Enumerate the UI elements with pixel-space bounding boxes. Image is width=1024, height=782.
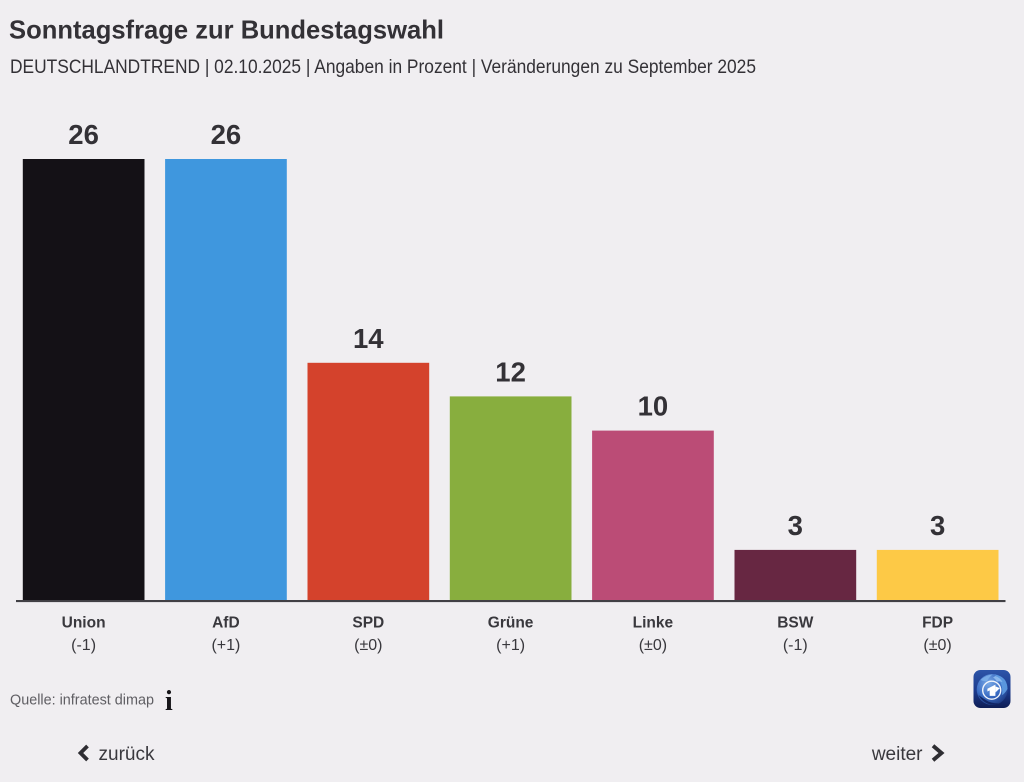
svg-text:(-1): (-1) xyxy=(783,637,808,654)
svg-text:(+1): (+1) xyxy=(496,637,525,654)
svg-text:SPD: SPD xyxy=(352,615,384,632)
svg-text:Quelle: infratest dimap: Quelle: infratest dimap xyxy=(10,693,154,709)
svg-text:(+1): (+1) xyxy=(211,637,240,654)
svg-text:AfD: AfD xyxy=(212,615,240,632)
svg-text:(±0): (±0) xyxy=(354,637,382,654)
svg-text:Linke: Linke xyxy=(633,615,674,632)
svg-text:14: 14 xyxy=(353,323,384,354)
svg-text:DEUTSCHLANDTREND | 02.10.2025: DEUTSCHLANDTREND | 02.10.2025 | Angaben … xyxy=(10,57,756,78)
svg-text:zurück: zurück xyxy=(99,744,155,765)
svg-text:Grüne: Grüne xyxy=(488,615,534,632)
svg-text:3: 3 xyxy=(930,510,945,541)
svg-text:(±0): (±0) xyxy=(923,637,951,654)
svg-text:BSW: BSW xyxy=(777,615,814,632)
svg-text:Sonntagsfrage zur Bundestagswa: Sonntagsfrage zur Bundestagswahl xyxy=(9,15,444,45)
svg-text:Union: Union xyxy=(62,615,106,632)
svg-text:(±0): (±0) xyxy=(639,637,667,654)
svg-text:FDP: FDP xyxy=(922,615,953,632)
svg-text:i: i xyxy=(165,686,173,717)
svg-text:26: 26 xyxy=(211,119,242,150)
svg-text:26: 26 xyxy=(68,119,99,150)
svg-text:12: 12 xyxy=(495,356,526,387)
svg-text:(-1): (-1) xyxy=(71,637,96,654)
svg-text:10: 10 xyxy=(638,391,669,422)
svg-text:3: 3 xyxy=(788,510,803,541)
svg-text:weiter: weiter xyxy=(871,744,923,765)
